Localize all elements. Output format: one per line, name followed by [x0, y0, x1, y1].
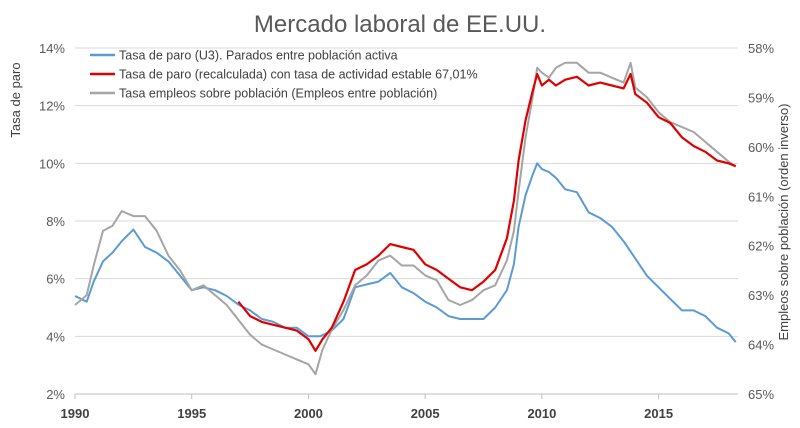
legend-label: Tasa de paro (U3). Parados entre poblaci…	[119, 49, 398, 63]
x-tick-label: 2015	[644, 406, 673, 421]
series-line-employment-population	[74, 61, 737, 376]
y2-tick-label: 59%	[748, 90, 774, 105]
y2-tick-label: 64%	[748, 338, 774, 353]
y-tick-label: 6%	[46, 272, 65, 287]
y-tick-label: 12%	[39, 99, 65, 114]
y-axis-label: Tasa de paro	[8, 62, 23, 137]
series-line-unemployment-u3	[74, 162, 737, 343]
y2-tick-label: 58%	[748, 41, 774, 56]
y-tick-label: 4%	[46, 329, 65, 344]
y2-tick-label: 60%	[748, 140, 774, 155]
y2-tick-label: 62%	[748, 239, 774, 254]
x-tick-label: 1990	[61, 406, 90, 421]
x-tick-label: 2010	[527, 406, 556, 421]
left-axis-ticks: 2% 4% 6% 8% 10% 12% 14%	[39, 41, 65, 402]
x-tick-label: 1995	[177, 406, 206, 421]
series-lines	[74, 61, 737, 376]
y-tick-label: 2%	[46, 387, 65, 402]
x-tick-label: 2005	[411, 406, 440, 421]
y2-tick-label: 63%	[748, 288, 774, 303]
y-tick-label: 10%	[39, 156, 65, 171]
x-tick-label: 2000	[294, 406, 323, 421]
legend-label: Tasa empleos sobre población (Empleos en…	[119, 87, 437, 101]
y2-tick-label: 61%	[748, 189, 774, 204]
x-axis-ticks: 1990 1995 2000 2005 2010 2015	[61, 394, 673, 421]
chart-title: Mercado laboral de EE.UU.	[254, 11, 546, 38]
series-line-unemployment-recalculated	[237, 72, 737, 352]
legend: Tasa de paro (U3). Parados entre poblaci…	[90, 49, 478, 101]
legend-label: Tasa de paro (recalculada) con tasa de a…	[119, 68, 478, 82]
y-tick-label: 8%	[46, 214, 65, 229]
y-tick-label: 14%	[39, 41, 65, 56]
y2-axis-label: Empleos sobre población (orden inverso)	[776, 103, 791, 340]
y2-tick-label: 65%	[748, 387, 774, 402]
right-axis-ticks: 58% 59% 60% 61% 62% 63% 64% 65%	[748, 41, 774, 402]
